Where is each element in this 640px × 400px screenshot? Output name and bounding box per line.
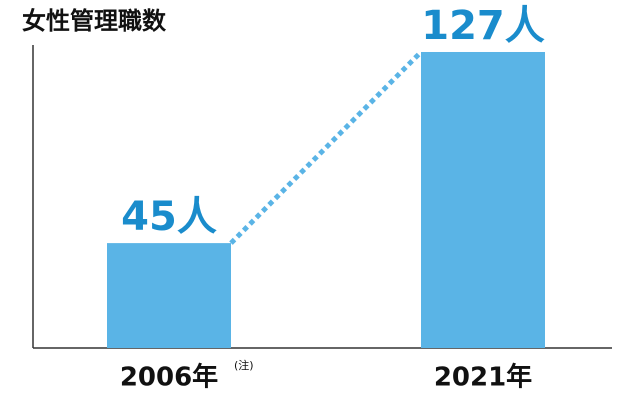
value-label: 45人 (121, 194, 217, 240)
bar (421, 51, 545, 348)
category-note: (注) (234, 358, 254, 372)
x-tick-label: 2021年 (434, 362, 532, 393)
chart-title: 女性管理職数 (22, 7, 167, 35)
connector (229, 50, 423, 245)
bar (107, 243, 231, 348)
value-label: 127人 (421, 3, 545, 49)
x-tick-label: 2006年 (120, 362, 218, 393)
